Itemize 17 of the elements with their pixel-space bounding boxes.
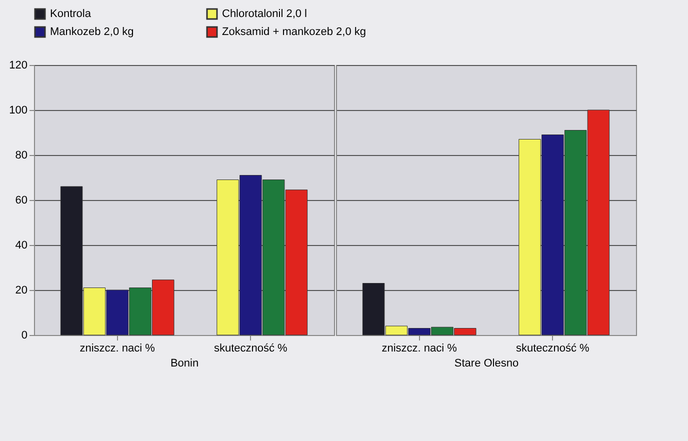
x-tick-label: zniszcz. naci % xyxy=(80,342,156,354)
x-tick-label: skuteczność % xyxy=(516,342,590,354)
x-axis-title: Stare Olesno xyxy=(454,358,519,370)
y-tick-label: 40 xyxy=(15,240,28,252)
y-tick-label: 120 xyxy=(9,60,28,72)
y-tick-label: 20 xyxy=(15,284,28,296)
legend-label: Mankozeb 2,0 kg xyxy=(50,26,134,38)
x-tick-label: skuteczność % xyxy=(214,342,288,354)
x-axis-title: Bonin xyxy=(170,358,199,370)
y-tick-label: 0 xyxy=(21,330,28,342)
x-tick-label: zniszcz. naci % xyxy=(382,342,458,354)
legend-label: Kontrola xyxy=(50,8,92,20)
legend-label: Chlorotalonil 2,0 l xyxy=(222,8,307,20)
y-tick-label: 80 xyxy=(15,150,28,162)
legend-label: Zoksamid + mankozeb 2,0 kg xyxy=(222,26,366,38)
y-tick-label: 60 xyxy=(15,194,28,206)
y-tick-label: 100 xyxy=(9,104,28,116)
